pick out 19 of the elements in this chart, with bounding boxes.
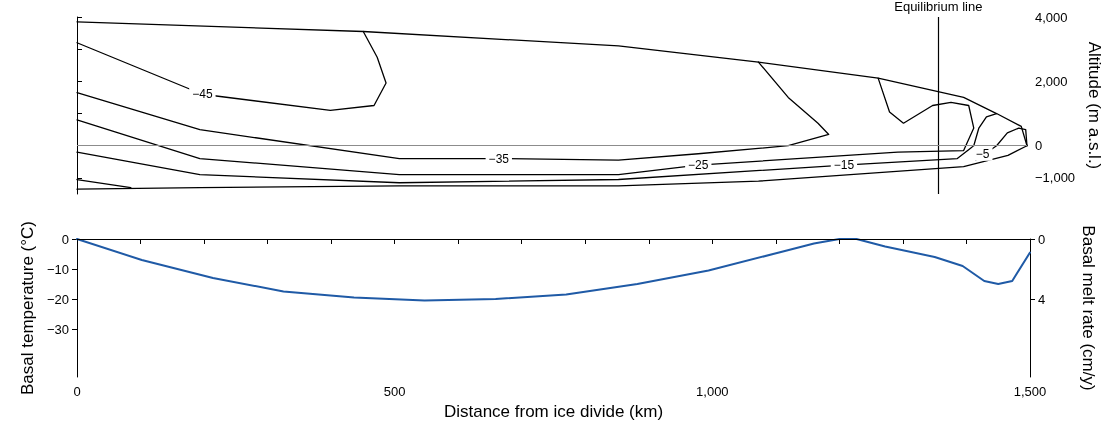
y-tick-label: 4,000 — [1034, 9, 1068, 25]
x-tick-label: 1,500 — [1013, 384, 1047, 399]
x-axis-title: Distance from ice divide (km) — [443, 402, 664, 421]
y2-tick-label: 4 — [1038, 291, 1046, 307]
annotation: −5 — [975, 146, 990, 161]
y-axis-title: Altitude (m a.s.l.) — [1085, 41, 1104, 170]
ref-line-label: Equilibrium line — [894, 0, 983, 14]
y-tick-label: 2,000 — [1034, 73, 1068, 89]
x-tick-label: 0 — [73, 384, 81, 399]
y2-axis-title: Basal melt rate (cm/y) — [1079, 225, 1098, 391]
y-tick-label: 0 — [1034, 138, 1043, 154]
y-tick-label: −1,000 — [1034, 170, 1076, 186]
x-tick-label: 1,000 — [696, 384, 729, 399]
y-tick-label: −20 — [46, 291, 69, 307]
y-tick-label: −10 — [46, 261, 69, 277]
y-tick-label: −30 — [46, 321, 69, 337]
y-tick-label: 0 — [61, 231, 69, 247]
y-axis-title: Basal temperature (°C) — [18, 220, 38, 396]
x-tick-label: 500 — [383, 384, 406, 399]
